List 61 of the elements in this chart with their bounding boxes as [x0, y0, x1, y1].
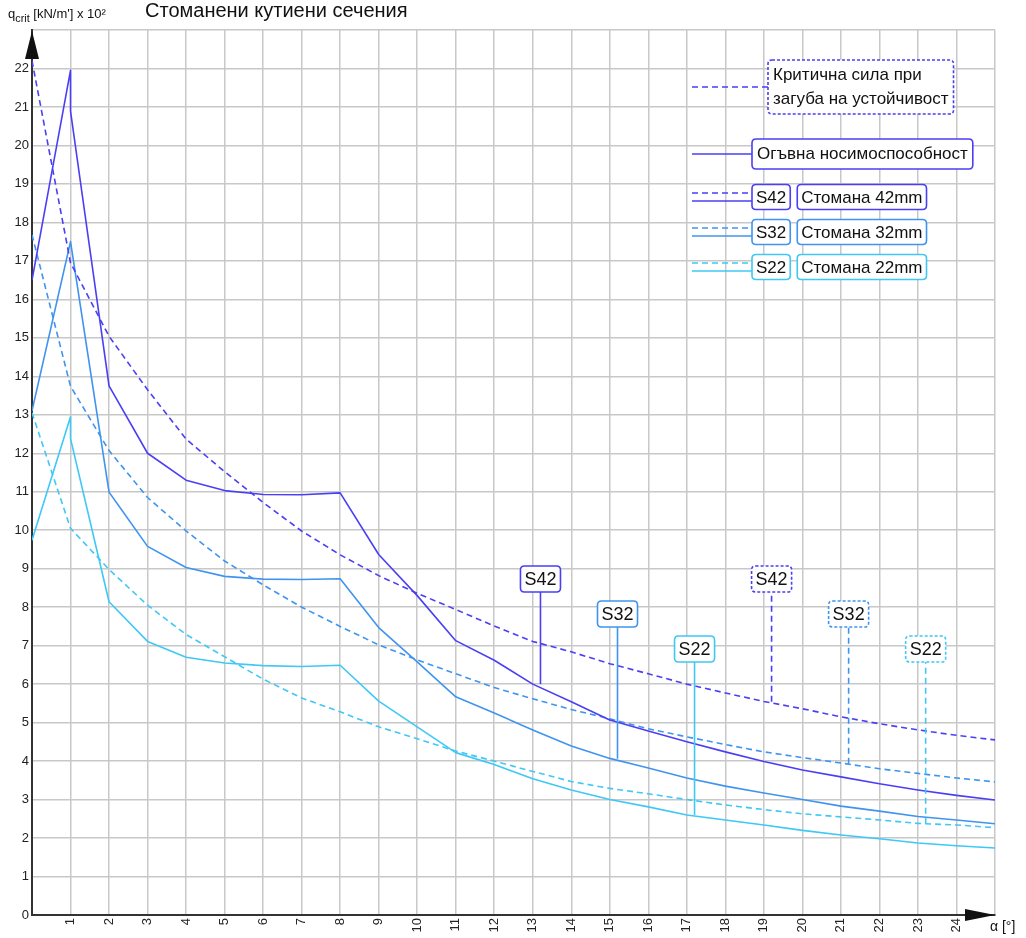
- y-tick-label: 6: [21, 675, 29, 691]
- y-tick-label: 5: [21, 714, 29, 730]
- x-tick-label: 16: [639, 918, 655, 933]
- annotation: S32: [832, 603, 865, 624]
- x-axis-title: α [°]: [990, 918, 1016, 934]
- x-tick-label: 13: [524, 918, 540, 933]
- x-tick-label: 9: [370, 918, 386, 926]
- y-tick-label: 22: [14, 60, 29, 76]
- x-tick-label: 2: [100, 918, 116, 926]
- y-tick-label: 0: [21, 906, 29, 922]
- x-tick-label: 3: [139, 918, 155, 926]
- x-tick-label: 4: [177, 918, 193, 926]
- y-tick-label: 20: [14, 137, 29, 153]
- chart-title: Стоманени кутиени сечения: [145, 0, 408, 22]
- x-tick-label: 10: [408, 918, 424, 933]
- y-tick-label: 1: [21, 868, 29, 884]
- y-tick-label: 10: [14, 521, 29, 537]
- y-axis-title: q$_{crit}$ [kN/m'] x 10²: [8, 6, 106, 24]
- annotation: S42: [524, 568, 557, 589]
- x-tick-label: 5: [216, 918, 232, 926]
- x-tick-label: 12: [485, 918, 501, 933]
- x-tick-label: 20: [793, 918, 809, 933]
- y-tick-label: 9: [21, 560, 29, 576]
- legend-label: S42 Стомана 42mm: [756, 187, 923, 207]
- y-tick-label: 17: [14, 252, 29, 268]
- y-tick-label: 2: [21, 829, 29, 845]
- y-tick-label: 15: [14, 329, 29, 345]
- annotation: Критична сила при загуба на устойчивост: [773, 64, 949, 108]
- legend-label: S22 Стомана 22mm: [756, 257, 923, 277]
- x-tick-label: 15: [601, 918, 617, 933]
- y-tick-label: 4: [21, 752, 29, 768]
- y-tick-label: 3: [21, 791, 29, 807]
- x-tick-label: 23: [909, 918, 925, 933]
- x-tick-label: 6: [254, 918, 270, 926]
- y-tick-label: 19: [14, 175, 29, 191]
- annotation: S32: [601, 603, 634, 624]
- y-tick-label: 7: [21, 637, 29, 653]
- x-tick-label: 18: [716, 918, 732, 933]
- x-tick-label: 22: [871, 918, 887, 933]
- legend-label: S32 Стомана 32mm: [756, 222, 923, 242]
- x-tick-label: 1: [62, 918, 78, 926]
- annotation: S22: [678, 638, 711, 659]
- x-tick-label: 19: [755, 918, 771, 933]
- y-tick-label: 18: [14, 213, 29, 229]
- x-tick-label: 21: [832, 918, 848, 933]
- x-tick-label: 24: [948, 918, 964, 933]
- annotation: Огъвна носимоспособност: [757, 143, 969, 163]
- annotation: S42: [755, 568, 788, 589]
- y-tick-label: 11: [15, 483, 29, 499]
- y-tick-label: 12: [14, 444, 29, 460]
- x-tick-label: 11: [447, 918, 463, 932]
- y-tick-label: 21: [14, 98, 29, 114]
- y-tick-label: 14: [14, 367, 29, 383]
- x-tick-label: 14: [562, 918, 578, 933]
- x-tick-label: 17: [678, 918, 694, 933]
- y-tick-label: 13: [14, 406, 29, 422]
- annotation: S22: [909, 638, 942, 659]
- x-tick-label: 8: [331, 918, 347, 926]
- y-tick-label: 8: [21, 598, 29, 614]
- y-tick-label: 16: [14, 290, 29, 306]
- x-tick-label: 7: [293, 918, 309, 926]
